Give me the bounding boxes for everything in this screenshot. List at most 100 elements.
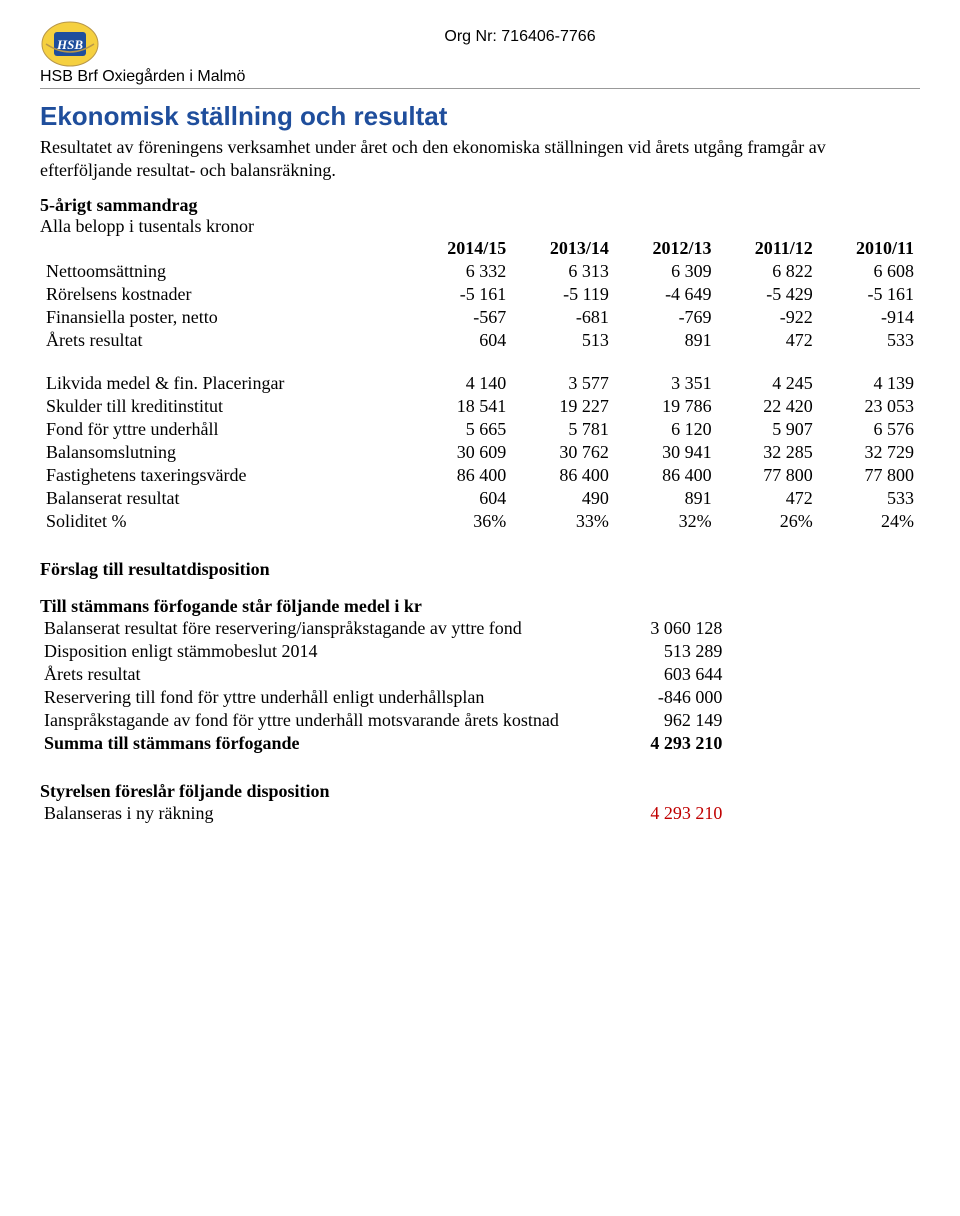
svg-text:HSB: HSB [56, 37, 83, 52]
table-row: Balanserat resultat före reservering/ian… [40, 617, 726, 640]
cell: 23 053 [819, 395, 920, 418]
cell: 891 [615, 487, 718, 510]
table-row: Ianspråkstagande av fond för yttre under… [40, 709, 726, 732]
sum-label: Summa till stämmans förfogande [40, 732, 591, 755]
disposition-table: Balanserat resultat före reservering/ian… [40, 617, 726, 755]
cell: 3 577 [512, 372, 615, 395]
cell: 6 120 [615, 418, 718, 441]
cell: 86 400 [615, 464, 718, 487]
row-label: Fastighetens taxeringsvärde [40, 464, 410, 487]
table-row: Årets resultat604513891472533 [40, 329, 920, 352]
summary-table: 2014/15 2013/14 2012/13 2011/12 2010/11 … [40, 237, 920, 533]
row-label: Nettoomsättning [40, 260, 410, 283]
intro-paragraph: Resultatet av föreningens verksamhet und… [40, 136, 920, 181]
table-row: Årets resultat603 644 [40, 663, 726, 686]
amount-cell: 3 060 128 [591, 617, 726, 640]
page-header: HSB Org Nr: 716406-7766 [40, 20, 920, 68]
row-label: Likvida medel & fin. Placeringar [40, 372, 410, 395]
row-label: Fond för yttre underhåll [40, 418, 410, 441]
row-label: Soliditet % [40, 510, 410, 533]
row-label: Disposition enligt stämmobeslut 2014 [40, 640, 591, 663]
cell: 533 [819, 329, 920, 352]
row-label: Årets resultat [40, 329, 410, 352]
table-row: Fond för yttre underhåll5 6655 7816 1205… [40, 418, 920, 441]
row-label: Skulder till kreditinstitut [40, 395, 410, 418]
cell: 30 941 [615, 441, 718, 464]
cell: 36% [410, 510, 513, 533]
cell: -914 [819, 306, 920, 329]
cell: 77 800 [718, 464, 819, 487]
summary-heading: 5-årigt sammandrag [40, 195, 920, 216]
sum-amount: 4 293 210 [591, 732, 726, 755]
row-label: Balanserat resultat före reservering/ian… [40, 617, 591, 640]
year-col: 2013/14 [512, 237, 615, 260]
row-label: Reservering till fond för yttre underhål… [40, 686, 591, 709]
cell: 4 140 [410, 372, 513, 395]
cell: 6 309 [615, 260, 718, 283]
page-title: Ekonomisk ställning och resultat [40, 101, 920, 132]
cell: 32 285 [718, 441, 819, 464]
cell: 604 [410, 487, 513, 510]
cell: 26% [718, 510, 819, 533]
available-heading: Till stämmans förfogande står följande m… [40, 596, 920, 617]
cell: 891 [615, 329, 718, 352]
cell: -5 161 [410, 283, 513, 306]
cell: 32% [615, 510, 718, 533]
amount-cell: 4 293 210 [439, 802, 727, 825]
cell: 86 400 [410, 464, 513, 487]
org-number: Org Nr: 716406-7766 [120, 20, 920, 46]
cell: -5 119 [512, 283, 615, 306]
row-label: Balanseras i ny räkning [40, 802, 439, 825]
cell: 472 [718, 487, 819, 510]
header-divider [40, 88, 920, 89]
cell: 513 [512, 329, 615, 352]
cell: 5 781 [512, 418, 615, 441]
table-row: Likvida medel & fin. Placeringar4 1403 5… [40, 372, 920, 395]
cell: -922 [718, 306, 819, 329]
cell: 3 351 [615, 372, 718, 395]
cell: 30 762 [512, 441, 615, 464]
cell: 533 [819, 487, 920, 510]
row-label: Ianspråkstagande av fond för yttre under… [40, 709, 591, 732]
row-label: Balansomslutning [40, 441, 410, 464]
cell: -4 649 [615, 283, 718, 306]
cell: 5 907 [718, 418, 819, 441]
cell: 4 245 [718, 372, 819, 395]
hsb-logo: HSB [40, 20, 100, 68]
amount-cell: 513 289 [591, 640, 726, 663]
cell: 19 227 [512, 395, 615, 418]
cell: 472 [718, 329, 819, 352]
summary-year-row: 2014/15 2013/14 2012/13 2011/12 2010/11 [40, 237, 920, 260]
cell: 77 800 [819, 464, 920, 487]
cell: 6 332 [410, 260, 513, 283]
cell: 4 139 [819, 372, 920, 395]
sum-row: Summa till stämmans förfogande4 293 210 [40, 732, 726, 755]
cell: 6 608 [819, 260, 920, 283]
row-label: Finansiella poster, netto [40, 306, 410, 329]
cell: 18 541 [410, 395, 513, 418]
row-label: Årets resultat [40, 663, 591, 686]
table-row: Fastighetens taxeringsvärde86 40086 4008… [40, 464, 920, 487]
cell: -5 161 [819, 283, 920, 306]
cell: 22 420 [718, 395, 819, 418]
table-row: Nettoomsättning6 3326 3136 3096 8226 608 [40, 260, 920, 283]
cell: 30 609 [410, 441, 513, 464]
year-col: 2012/13 [615, 237, 718, 260]
proposal-table: Balanseras i ny räkning 4 293 210 [40, 802, 726, 825]
cell: 24% [819, 510, 920, 533]
cell: 6 576 [819, 418, 920, 441]
table-row: Disposition enligt stämmobeslut 2014513 … [40, 640, 726, 663]
year-col: 2010/11 [819, 237, 920, 260]
cell: 490 [512, 487, 615, 510]
cell: 604 [410, 329, 513, 352]
year-col: 2011/12 [718, 237, 819, 260]
row-label: Rörelsens kostnader [40, 283, 410, 306]
cell: -681 [512, 306, 615, 329]
cell: 32 729 [819, 441, 920, 464]
table-row: Skulder till kreditinstitut18 54119 2271… [40, 395, 920, 418]
table-row: Rörelsens kostnader-5 161-5 119-4 649-5 … [40, 283, 920, 306]
year-col: 2014/15 [410, 237, 513, 260]
cell: -5 429 [718, 283, 819, 306]
cell: 6 313 [512, 260, 615, 283]
cell: 5 665 [410, 418, 513, 441]
